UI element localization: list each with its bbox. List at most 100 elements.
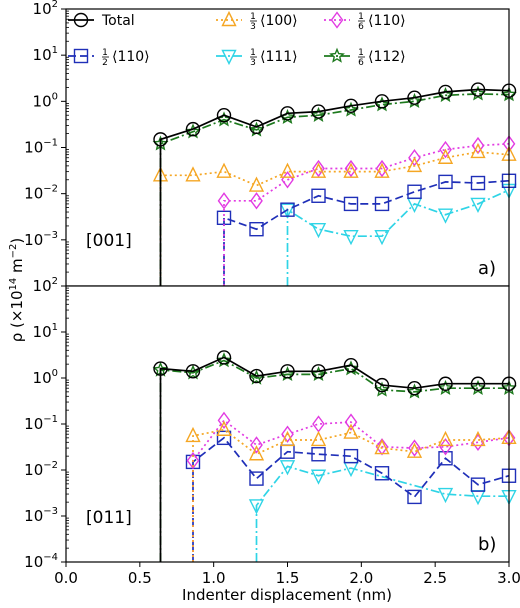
data-point-total (438, 84, 453, 100)
data-point-s100 (437, 430, 454, 447)
data-point-total (438, 376, 453, 391)
data-point-total (374, 94, 390, 109)
data-point-s100 (406, 156, 423, 173)
series-line-s100 (192, 428, 510, 562)
x-tick-label: 1.5 (276, 569, 300, 587)
data-point-s111 (374, 229, 390, 246)
series-line-s112 (159, 93, 510, 286)
data-point-s100 (374, 162, 390, 178)
data-point-total (343, 357, 359, 373)
data-point-s110_6 (250, 436, 263, 454)
x-axis: 0.0 0.5 1.0 1.5 2.0 2.5 3.0 (54, 562, 520, 587)
legend-frac-den: 6 (358, 58, 364, 68)
data-point-s110_2 (407, 184, 422, 199)
legend-marker (221, 49, 237, 66)
data-point-s100 (310, 430, 327, 447)
data-point-s110_6 (344, 159, 358, 178)
data-point-total (216, 350, 232, 365)
data-point-s100 (343, 162, 359, 178)
data-point-s112 (470, 85, 486, 101)
data-point-s100 (185, 426, 201, 443)
y-tick-label: 100 (33, 91, 58, 110)
data-point-s110_6 (217, 411, 231, 430)
data-point-s110_2 (216, 430, 232, 446)
y-tick-label: 100 (33, 368, 58, 387)
data-point-s110_6 (439, 140, 452, 159)
data-point-s100 (216, 420, 232, 436)
data-point-s100 (406, 442, 423, 458)
data-point-total (216, 108, 232, 123)
legend-entry-s100: 13 ⟨100⟩ (216, 10, 298, 32)
series-line-s112 (159, 359, 509, 562)
data-point-s110_6 (217, 192, 231, 210)
data-point-total (407, 90, 422, 105)
series-s100 (152, 142, 517, 286)
data-point-total (343, 98, 359, 114)
data-point-total (153, 361, 168, 376)
data-point-s112 (185, 123, 201, 139)
legend-frac-num: 1 (358, 48, 364, 58)
data-point-s110_2 (343, 448, 359, 464)
data-point-s100 (248, 445, 265, 461)
x-tick-label: 1.0 (202, 569, 226, 587)
data-point-total (311, 104, 326, 119)
data-point-s110_6 (375, 159, 389, 178)
data-point-s110_2 (249, 221, 264, 237)
data-point-s110_2 (280, 202, 295, 217)
data-point-s111 (310, 222, 327, 239)
data-point-s110_2 (407, 489, 422, 505)
data-point-total (249, 368, 264, 384)
data-point-s111 (248, 499, 265, 515)
legend-frac-num: 1 (250, 12, 256, 22)
data-point-s112 (374, 381, 390, 397)
data-point-total (407, 381, 422, 396)
y-tick-label: 10−2 (24, 184, 58, 203)
series-line-s111 (286, 189, 510, 286)
y-tick-label: 101 (33, 45, 58, 64)
data-point-total (374, 377, 390, 393)
data-point-s110_6 (439, 438, 452, 456)
data-point-s110_6 (408, 439, 421, 457)
legend-frac-num: 1 (102, 48, 108, 58)
data-point-s110_2 (311, 447, 326, 462)
data-point-s111 (470, 197, 486, 213)
series-line-s110_6 (223, 142, 510, 286)
data-point-s110_6 (281, 425, 294, 443)
orientation-label: [001] (86, 231, 132, 251)
legend-label: ⟨110⟩ (368, 13, 406, 29)
y-tick-label: 10−1 (24, 414, 58, 433)
x-tick-label: 3.0 (497, 569, 520, 587)
data-point-s100 (470, 430, 486, 447)
legend-frac-den: 3 (250, 58, 256, 68)
legend-label: ⟨111⟩ (260, 49, 298, 65)
data-point-s100 (310, 162, 327, 178)
data-point-s110_2 (374, 466, 390, 481)
y-tick-label: 102 (33, 276, 58, 295)
series-total (153, 350, 517, 562)
y-tick-label: 10−3 (24, 230, 58, 249)
data-point-s110_2 (470, 175, 486, 191)
data-point-total (280, 364, 295, 379)
orientation-label: [011] (86, 508, 132, 528)
legend-marker (329, 47, 345, 63)
series-line-total (159, 356, 509, 562)
data-point-total (280, 106, 295, 121)
legend-label: ⟨112⟩ (368, 49, 406, 65)
data-point-s110_6 (312, 159, 325, 178)
data-point-s111 (437, 487, 454, 504)
series-s111 (279, 183, 517, 286)
data-point-total (311, 364, 326, 379)
data-point-s110_6 (186, 451, 200, 470)
legend-entry-s111: 13 ⟨111⟩ (216, 48, 298, 68)
data-point-s110_2 (343, 196, 359, 212)
data-point-s100 (437, 148, 454, 164)
data-point-s110_6 (375, 438, 389, 456)
data-point-s100 (248, 176, 265, 192)
data-point-s110_6 (250, 192, 263, 210)
legend-marker (330, 11, 344, 29)
data-point-s100 (374, 438, 390, 455)
plot-area (66, 286, 509, 562)
legend-frac-num: 1 (250, 48, 256, 58)
